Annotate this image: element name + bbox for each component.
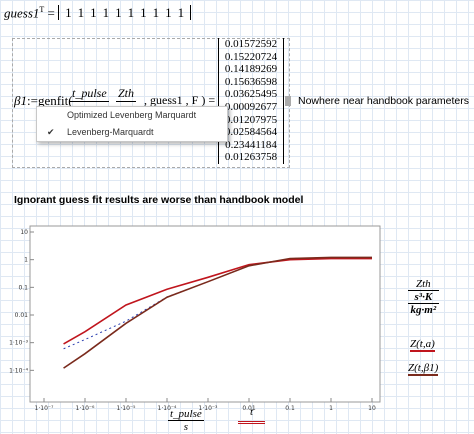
lhs: β1:=genfit(	[14, 93, 73, 109]
heading: Ignorant guess fit results are worse tha…	[14, 194, 304, 206]
legend-entry: Z(t,a)	[410, 338, 435, 352]
y-tick-label: 0.1	[18, 284, 28, 291]
y-tick-label: 0.01	[15, 312, 29, 319]
x-label: t_pulse s	[168, 408, 204, 433]
num: Zth	[116, 86, 137, 102]
den: s	[183, 421, 189, 433]
vector-entry: 0.01263758	[224, 151, 278, 164]
unit-num: s³·K	[408, 291, 439, 304]
marker	[285, 96, 291, 106]
result-vector: 0.01572592 0.15220724 0.14189269 0.15636598…	[218, 38, 284, 164]
num: Zth	[408, 278, 439, 291]
num: t_pulse	[70, 86, 109, 102]
x-tick-label: 1	[329, 405, 333, 412]
x-tick-label: 1·10⁻⁴	[158, 405, 178, 412]
entry: 1	[115, 5, 122, 21]
vector-entry: 0.01572592	[224, 38, 278, 50]
entry: 1	[90, 5, 97, 21]
vector-entry: 0.23441184	[225, 138, 277, 151]
entry: 1	[102, 5, 110, 21]
x-tick-label: 10	[368, 405, 376, 412]
x-tick-label: 1·10⁻⁵	[117, 405, 137, 412]
var: guess1	[4, 5, 40, 21]
unit-den: kg·m²	[410, 304, 437, 316]
x-tick-label: 1·10⁻³	[199, 405, 219, 412]
y-tick-label: 1·10⁻³	[9, 340, 29, 347]
label: Levenberg-Marquardt	[67, 127, 154, 137]
entry: 1	[140, 5, 147, 21]
legend-entry: Z(t,β1)	[408, 362, 439, 376]
assign: :=	[26, 93, 38, 108]
entry: 1	[177, 5, 185, 21]
args: , guess1 , F ) =	[144, 93, 216, 107]
vector-entry: 0.02584564	[224, 126, 278, 139]
vector-entry: 0.14189269	[224, 63, 278, 76]
vector-entry: 0.01207975	[224, 113, 278, 126]
eq: =	[47, 5, 55, 21]
plot-frame	[29, 225, 381, 403]
check: ✔	[47, 127, 55, 137]
entry: 1	[152, 5, 160, 21]
x-tick-label: 0.01	[242, 405, 256, 412]
x-label2: t	[238, 406, 266, 424]
series-line	[63, 256, 372, 369]
x-tick-label: 1·10⁻⁶	[76, 405, 96, 412]
entry: 1	[77, 5, 85, 21]
sup: T	[39, 5, 45, 14]
var: β1	[14, 93, 27, 108]
x-tick-label: 1·10⁻⁷	[35, 405, 55, 412]
y-tick-label: 1	[24, 257, 28, 264]
vector-entry: 0.15220724	[224, 50, 278, 63]
fraction: Zth	[116, 86, 137, 102]
y-tick-label: 10	[20, 229, 28, 236]
vector-entry: 0.15636598	[224, 75, 278, 88]
num: t_pulse	[168, 408, 204, 421]
func: genfit(	[37, 93, 73, 108]
context-menu: Optimized Levenberg Marquardt ✔ Levenberg…	[36, 106, 228, 142]
entry: 1	[65, 5, 72, 21]
note: Nowhere near handbook parameters	[298, 95, 470, 107]
entry: 1	[165, 5, 172, 21]
vector-entry: 0.00092677	[224, 100, 278, 113]
menu-item[interactable]: Optimized Levenberg Marquardt	[67, 110, 197, 120]
y-label: Zth s³·K kg·m²	[408, 278, 439, 316]
x-tick-label: 0.1	[285, 405, 295, 412]
vector-entry: 0.03625495	[224, 88, 278, 101]
series-line	[63, 257, 372, 345]
y-tick-label: 1·10⁻⁴	[9, 367, 29, 374]
menu-item[interactable]: ✔ Levenberg-Marquardt	[37, 124, 227, 141]
entry: 1	[127, 5, 135, 21]
